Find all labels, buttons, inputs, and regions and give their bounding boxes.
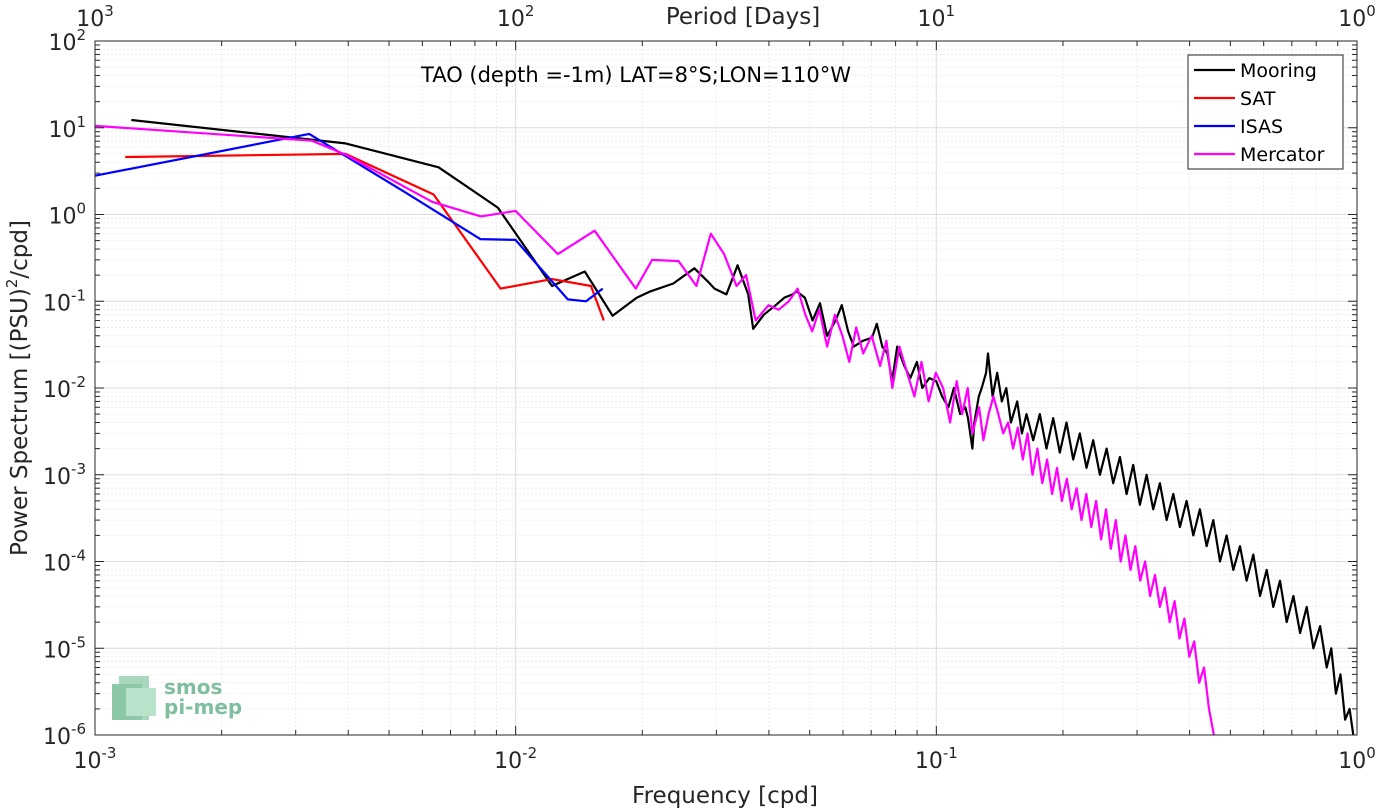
- chart-title: TAO (depth =-1m) LAT=8°S;LON=110°W: [420, 63, 851, 87]
- logo-text-line1: smos: [164, 675, 222, 699]
- x2-tick-label-base: 10: [1338, 7, 1366, 32]
- y-tick-label: 10-3: [43, 460, 86, 490]
- legend-label-isas: ISAS: [1240, 116, 1283, 138]
- x2-tick-label-exponent: 1: [946, 2, 956, 20]
- x-tick-label: 10-2: [494, 744, 537, 774]
- y-tick-label-base: 10: [48, 118, 76, 143]
- y-tick-label-exponent: -4: [71, 547, 86, 565]
- y-tick-label-base: 10: [43, 465, 71, 490]
- x2-tick-label-base: 10: [497, 7, 525, 32]
- y-tick-label-base: 10: [48, 31, 76, 56]
- x-tick-label: 10-3: [74, 744, 117, 774]
- x-tick-label-exponent: -1: [943, 744, 958, 762]
- x2-tick-label-base: 10: [918, 7, 946, 32]
- legend: Mooring SAT ISAS Mercator: [1187, 54, 1344, 170]
- x2-tick-label-exponent: 3: [104, 2, 114, 20]
- y-tick-label-exponent: -5: [71, 633, 86, 651]
- x2-tick-label-exponent: 0: [1366, 2, 1376, 20]
- x-tick-label-exponent: -3: [102, 744, 117, 762]
- y-tick-label-exponent: -6: [71, 720, 86, 738]
- y-axis-label: Power Spectrum [(PSU)2/cpd]: [3, 220, 33, 556]
- x-tick-label: 10-1: [915, 744, 958, 774]
- series-line-mercator: [94, 124, 1215, 736]
- y-tick-label: 102: [48, 26, 86, 56]
- y-tick-label-exponent: 0: [76, 200, 86, 218]
- y-tick-label-exponent: 1: [76, 113, 86, 131]
- x-tick-label-base: 10: [915, 749, 943, 774]
- x-axis-label: Frequency [cpd]: [632, 783, 818, 809]
- logo: smos pi-mep: [112, 675, 242, 720]
- y-tick-label-exponent: 2: [76, 26, 86, 44]
- y-axis-label-main: Power Spectrum [(PSU): [7, 288, 33, 556]
- series-line-isas: [94, 132, 604, 303]
- legend-label-mooring: Mooring: [1240, 60, 1317, 82]
- y-tick-label-base: 10: [43, 291, 71, 316]
- y-tick-label-base: 10: [43, 378, 71, 403]
- y-tick-label-base: 10: [43, 638, 71, 663]
- legend-label-sat: SAT: [1240, 88, 1276, 110]
- legend-box: [1187, 54, 1344, 170]
- y-tick-label-base: 10: [48, 205, 76, 230]
- y-tick-label-exponent: -2: [71, 373, 86, 391]
- x-tick-label-base: 10: [74, 749, 102, 774]
- grid: [94, 40, 1358, 736]
- x2-tick-label: 103: [76, 2, 114, 32]
- y-axis-label-unit: /cpd]: [7, 220, 33, 279]
- x2-axis-label: Period [Days]: [666, 4, 820, 30]
- y-tick-label-base: 10: [43, 552, 71, 577]
- x2-tick-label-exponent: 2: [525, 2, 535, 20]
- logo-text-line2: pi-mep: [164, 695, 242, 719]
- y-tick-label-base: 10: [43, 725, 71, 750]
- x2-tick-label: 101: [918, 2, 956, 32]
- x2-tick-label-base: 10: [76, 7, 104, 32]
- y-tick-label: 101: [48, 113, 86, 143]
- tick-marks: [94, 40, 1358, 736]
- x-tick-label-exponent: 0: [1366, 744, 1376, 762]
- y-tick-label: 10-5: [43, 633, 86, 663]
- x-tick-label-base: 10: [494, 749, 522, 774]
- x-tick-label-exponent: -2: [522, 744, 537, 762]
- x2-tick-label: 102: [497, 2, 535, 32]
- y-tick-label: 10-1: [43, 286, 86, 316]
- y-tick-label-exponent: -3: [71, 460, 86, 478]
- x-tick-label: 100: [1338, 744, 1376, 774]
- y-tick-label: 10-2: [43, 373, 86, 403]
- y-axis-label-exponent: 2: [3, 279, 21, 289]
- x2-tick-label: 100: [1338, 2, 1376, 32]
- y-tick-label-exponent: -1: [71, 286, 86, 304]
- legend-label-mercator: Mercator: [1240, 144, 1325, 166]
- series-line-mooring: [131, 118, 1355, 736]
- y-tick-label: 10-6: [43, 720, 86, 750]
- y-tick-label: 10-4: [43, 547, 86, 577]
- logo-graphic-front: [126, 688, 156, 716]
- series-layer: [94, 118, 1355, 736]
- x-tick-label-base: 10: [1338, 749, 1366, 774]
- y-tick-label: 100: [48, 200, 86, 230]
